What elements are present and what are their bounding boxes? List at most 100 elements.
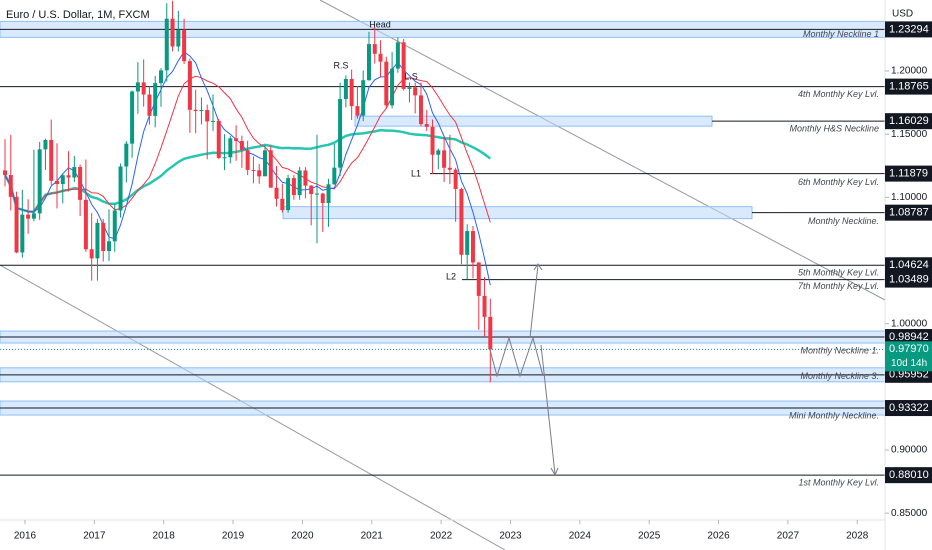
candle-body: [49, 139, 54, 181]
candle-body: [332, 167, 337, 185]
price-label-bg: [885, 467, 932, 484]
level-note: 1st Monthly Key Lvl.: [798, 478, 879, 488]
candle-body: [37, 149, 42, 214]
candle-body: [424, 124, 429, 127]
candle-body: [378, 53, 383, 62]
y-tick-label: 1.20000: [891, 66, 928, 77]
candle-body: [476, 262, 481, 296]
candle-body: [401, 42, 406, 89]
y-tick-label: 1.10000: [891, 192, 928, 203]
annotation: L.S: [404, 71, 418, 81]
candle-body: [355, 106, 360, 116]
candle-body: [141, 82, 146, 95]
arrow-head: [550, 467, 559, 477]
candle-body: [54, 180, 59, 185]
candle-body: [26, 214, 31, 219]
candle-body: [78, 167, 83, 200]
price-label-bg: [885, 78, 932, 95]
price-label: 0.95952: [889, 369, 929, 381]
price-label: 1.23294: [889, 23, 929, 35]
x-tick-label: 2026: [707, 531, 730, 542]
candle-body: [106, 241, 111, 252]
candle-body: [205, 110, 210, 122]
candle-body: [3, 170, 7, 175]
candle-body: [459, 188, 464, 255]
candle-body: [112, 210, 117, 242]
price-label: 0.98942: [889, 331, 929, 343]
candle-body: [442, 150, 447, 168]
candle-body: [286, 178, 291, 211]
candle-body: [395, 42, 400, 69]
candle-body: [20, 214, 25, 253]
candle-body: [130, 91, 135, 144]
candle-body: [101, 222, 106, 252]
candle-body: [153, 83, 158, 116]
candle-body: [447, 167, 452, 170]
x-tick-label: 2020: [291, 531, 314, 542]
candle-body: [251, 169, 256, 171]
annotation: L2: [446, 271, 456, 281]
candle-body: [158, 70, 163, 84]
candle-body: [118, 166, 123, 211]
price-label: 0.93322: [889, 402, 929, 414]
candle-body: [453, 169, 458, 189]
candle-body: [164, 18, 169, 71]
candle-body: [234, 138, 239, 141]
currency: USD: [892, 9, 913, 20]
arrow-head: [533, 263, 543, 271]
level-note: Monthly Neckline 3.: [800, 371, 879, 381]
price-label: 1.16029: [889, 115, 929, 127]
candle-body: [222, 157, 227, 159]
price-label: 1.04624: [889, 259, 929, 271]
candle-body: [89, 249, 94, 259]
candle-body: [43, 139, 48, 150]
candle-body: [262, 150, 267, 177]
candle-body: [320, 193, 325, 204]
candle-body: [274, 187, 279, 199]
candle-body: [465, 231, 470, 255]
candle-body: [187, 61, 192, 110]
candle-body: [31, 213, 36, 219]
level-note: 5th Monthly Key Lvl.: [798, 268, 879, 278]
x-tick-label: 2016: [14, 531, 37, 542]
trend-line: [319, 0, 886, 301]
projection-path: [489, 336, 544, 378]
candle-body: [297, 170, 302, 196]
candle-body: [407, 87, 412, 89]
y-tick-label: 0.90000: [891, 445, 928, 456]
candle-body: [268, 150, 273, 188]
candle-body: [418, 95, 423, 125]
candle-body: [216, 120, 221, 158]
candle-body: [303, 170, 308, 186]
current-price-label: 0.97970: [889, 343, 929, 355]
level-note: Monthly Neckline.: [808, 216, 879, 226]
x-tick-label: 2024: [569, 531, 592, 542]
y-tick-label: 0.85000: [891, 508, 928, 519]
x-tick-label: 2025: [638, 531, 661, 542]
candle-body: [170, 18, 175, 47]
candle-body: [390, 68, 395, 106]
candle-body: [291, 178, 296, 196]
x-tick-label: 2018: [153, 531, 176, 542]
annotation: Head: [369, 19, 391, 29]
y-tick-label: 1.15000: [891, 129, 928, 140]
level-note: 7th Monthly Key Lvl.: [798, 281, 879, 291]
candle-body: [66, 175, 71, 178]
candle-body: [430, 126, 435, 155]
candle-body: [239, 140, 244, 151]
price-label: 1.18765: [889, 81, 929, 93]
symbol-title: Euro / U.S. Dollar, 1M, FXCM: [6, 9, 150, 21]
zone: [354, 115, 713, 127]
countdown: 10d 14h: [891, 358, 927, 369]
price-label-bg: [885, 271, 932, 288]
candle-body: [14, 196, 19, 253]
annotation: L1: [411, 168, 421, 178]
candle-body: [413, 87, 418, 96]
y-tick-label: 1.00000: [891, 318, 928, 329]
candle-body: [210, 120, 215, 122]
candle-body: [245, 150, 250, 170]
candle-body: [326, 184, 331, 204]
level-note: 6th Monthly Key Lvl.: [798, 177, 879, 187]
projection-arrow: [529, 264, 539, 339]
